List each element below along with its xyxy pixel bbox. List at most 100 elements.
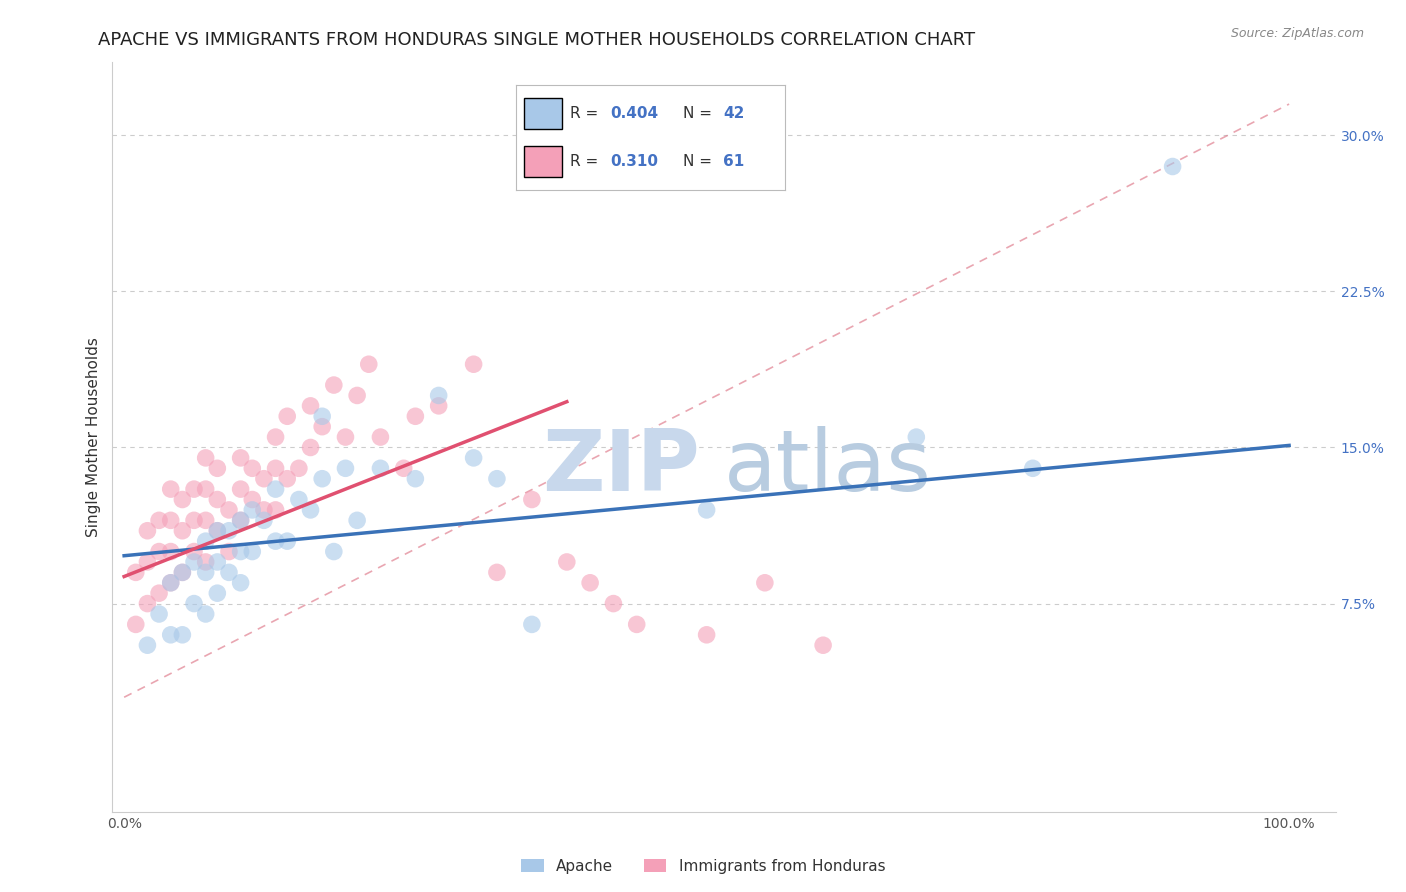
Point: [276, 534, 298, 549]
Point: [183, 544, 205, 558]
Point: [299, 399, 322, 413]
Point: [264, 461, 287, 475]
Point: [696, 503, 718, 517]
Point: [218, 524, 240, 538]
Point: [276, 472, 298, 486]
Point: [299, 503, 322, 517]
Point: [311, 409, 333, 424]
Point: [346, 513, 368, 527]
Text: Source: ZipAtlas.com: Source: ZipAtlas.com: [1230, 27, 1364, 40]
Point: [555, 555, 578, 569]
Point: [172, 566, 194, 580]
Point: [159, 575, 181, 590]
Point: [288, 492, 311, 507]
Point: [299, 441, 322, 455]
Point: [229, 450, 252, 465]
Point: [194, 513, 217, 527]
Text: ZIP: ZIP: [541, 425, 700, 508]
Point: [463, 357, 485, 371]
Point: [229, 575, 252, 590]
Point: [520, 492, 543, 507]
Point: [194, 607, 217, 621]
Point: [602, 597, 624, 611]
Point: [172, 566, 194, 580]
Point: [427, 388, 450, 402]
Point: [754, 575, 776, 590]
Point: [311, 472, 333, 486]
Point: [218, 566, 240, 580]
Point: [322, 544, 344, 558]
Point: [194, 566, 217, 580]
Point: [357, 357, 380, 371]
Point: [207, 555, 229, 569]
Point: [485, 472, 508, 486]
Point: [370, 430, 392, 444]
Point: [485, 566, 508, 580]
Point: [218, 503, 240, 517]
Point: [811, 638, 834, 652]
Point: [148, 586, 170, 600]
Point: [159, 482, 181, 496]
Point: [207, 461, 229, 475]
Point: [1161, 160, 1184, 174]
Point: [253, 513, 276, 527]
Point: [520, 617, 543, 632]
Legend: Apache, Immigrants from Honduras: Apache, Immigrants from Honduras: [515, 853, 891, 880]
Point: [905, 430, 928, 444]
Point: [264, 503, 287, 517]
Point: [172, 524, 194, 538]
Point: [207, 586, 229, 600]
Point: [136, 638, 159, 652]
Point: [194, 534, 217, 549]
Point: [463, 450, 485, 465]
Point: [183, 482, 205, 496]
Point: [626, 617, 648, 632]
Point: [229, 513, 252, 527]
Point: [264, 534, 287, 549]
Point: [264, 430, 287, 444]
Point: [159, 544, 181, 558]
Point: [404, 409, 426, 424]
Point: [427, 399, 450, 413]
Point: [1022, 461, 1045, 475]
Point: [194, 482, 217, 496]
Point: [172, 492, 194, 507]
Point: [370, 461, 392, 475]
Point: [335, 461, 357, 475]
Point: [183, 597, 205, 611]
Point: [148, 544, 170, 558]
Point: [392, 461, 415, 475]
Point: [183, 555, 205, 569]
Point: [240, 544, 263, 558]
Point: [229, 513, 252, 527]
Point: [579, 575, 602, 590]
Point: [696, 628, 718, 642]
Point: [148, 607, 170, 621]
Text: atlas: atlas: [724, 425, 932, 508]
Point: [311, 419, 333, 434]
Point: [159, 628, 181, 642]
Point: [229, 544, 252, 558]
Point: [194, 555, 217, 569]
Point: [207, 492, 229, 507]
Point: [125, 617, 148, 632]
Point: [346, 388, 368, 402]
Point: [253, 503, 276, 517]
Point: [207, 524, 229, 538]
Point: [172, 628, 194, 642]
Text: APACHE VS IMMIGRANTS FROM HONDURAS SINGLE MOTHER HOUSEHOLDS CORRELATION CHART: APACHE VS IMMIGRANTS FROM HONDURAS SINGL…: [98, 31, 976, 49]
Point: [240, 492, 263, 507]
Point: [229, 482, 252, 496]
Point: [207, 524, 229, 538]
Point: [183, 513, 205, 527]
Point: [288, 461, 311, 475]
Point: [136, 555, 159, 569]
Point: [159, 575, 181, 590]
Point: [125, 566, 148, 580]
Point: [253, 472, 276, 486]
Point: [136, 597, 159, 611]
Point: [404, 472, 426, 486]
Point: [136, 524, 159, 538]
Y-axis label: Single Mother Households: Single Mother Households: [86, 337, 101, 537]
Point: [194, 450, 217, 465]
